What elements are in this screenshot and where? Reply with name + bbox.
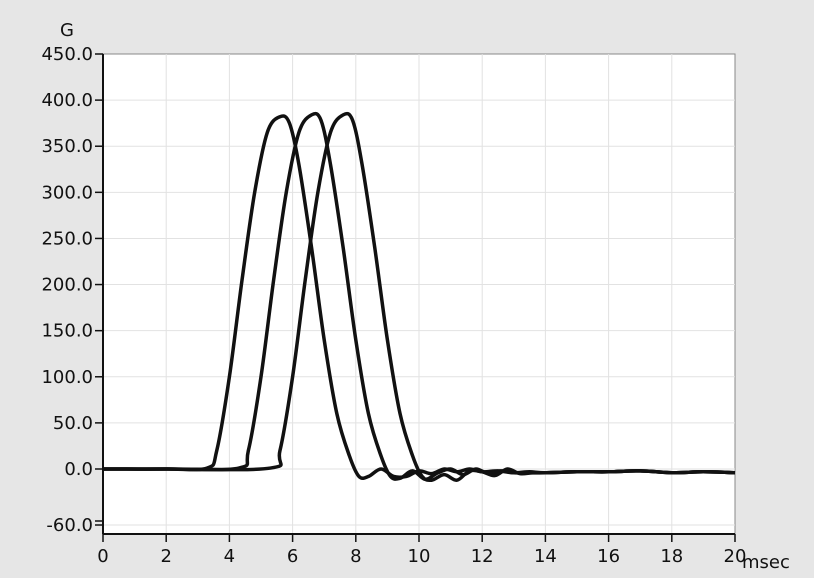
x-tick-label: 12 <box>471 546 494 567</box>
y-tick-label: 350.0 <box>41 136 93 157</box>
y-tick-label: 450.0 <box>41 44 93 65</box>
grid-lines <box>103 54 735 534</box>
x-tick-label: 18 <box>660 546 683 567</box>
axes <box>95 53 736 542</box>
tick-labels: 0 2 4 6 8 10 12 14 16 18 20 -60.0 0.0 50.0 100.0 150.0 2… <box>41 44 746 567</box>
y-tick-label: 400.0 <box>41 90 93 111</box>
x-axis-unit-label: msec <box>742 552 790 573</box>
y-tick-label: 300.0 <box>41 182 93 203</box>
x-tick-label: 14 <box>534 546 557 567</box>
y-tick-label: 50.0 <box>53 413 93 434</box>
series-group <box>102 111 736 483</box>
x-tick-label: 4 <box>224 546 235 567</box>
series-line-3 <box>102 111 736 483</box>
x-tick-label: 0 <box>97 546 108 567</box>
y-tick-label: 200.0 <box>41 275 93 296</box>
y-tick-label: 0.0 <box>64 459 93 480</box>
x-tick-label: 10 <box>408 546 431 567</box>
x-tick-label: 20 <box>724 546 747 567</box>
y-tick-label: 100.0 <box>41 367 93 388</box>
x-tick-label: 6 <box>287 546 298 567</box>
y-tick-label: 150.0 <box>41 321 93 342</box>
x-tick-label: 16 <box>597 546 620 567</box>
y-axis-unit-label: G <box>60 20 74 41</box>
x-tick-label: 2 <box>160 546 171 567</box>
x-tick-label: 8 <box>350 546 361 567</box>
y-tick-label: -60.0 <box>46 515 93 536</box>
y-tick-label: 250.0 <box>41 228 93 249</box>
